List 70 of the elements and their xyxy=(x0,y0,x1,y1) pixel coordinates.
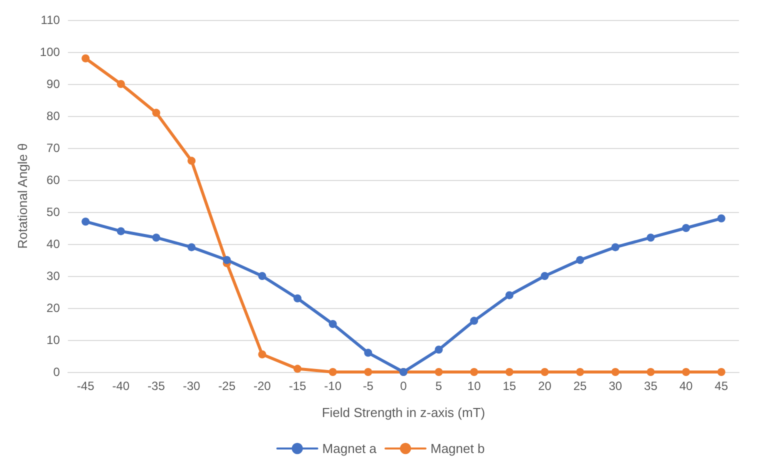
x-tick-label: 40 xyxy=(679,379,694,393)
point xyxy=(152,108,160,117)
point xyxy=(152,234,160,242)
x-axis-title: Field Strength in z-axis (mT) xyxy=(322,405,486,420)
point xyxy=(434,368,443,376)
x-tick-label: 30 xyxy=(608,379,622,393)
y-tick-label: 60 xyxy=(46,173,60,187)
legend-label: Magnet b xyxy=(430,441,485,456)
y-tick-label: 30 xyxy=(46,269,60,283)
y-tick-label: 50 xyxy=(46,205,60,219)
y-tick-label: 100 xyxy=(40,45,60,59)
point xyxy=(682,368,690,376)
y-tick-label: 80 xyxy=(46,109,60,123)
point xyxy=(82,54,90,62)
point xyxy=(258,272,266,280)
point xyxy=(540,272,549,280)
point xyxy=(611,368,620,376)
x-tick-label: -25 xyxy=(218,379,236,393)
point xyxy=(364,348,372,357)
point xyxy=(294,364,302,373)
y-tick-label: 90 xyxy=(46,77,60,91)
point xyxy=(646,368,655,376)
point xyxy=(188,156,196,165)
x-tick-label: 20 xyxy=(538,379,552,393)
x-tick-label: -15 xyxy=(288,379,306,393)
point xyxy=(364,368,372,376)
point xyxy=(222,256,231,264)
point xyxy=(611,243,620,252)
point xyxy=(646,234,655,242)
point xyxy=(328,320,337,328)
point xyxy=(682,224,690,232)
point xyxy=(328,368,337,376)
point xyxy=(540,368,549,376)
point xyxy=(470,316,478,325)
point xyxy=(434,346,443,354)
point xyxy=(470,368,478,376)
point xyxy=(258,350,266,358)
x-tick-label: -20 xyxy=(254,379,272,393)
x-tick-label: 5 xyxy=(435,379,442,393)
point xyxy=(576,368,584,376)
y-tick-label: 70 xyxy=(46,141,60,155)
point xyxy=(116,80,125,88)
x-tick-label: 10 xyxy=(467,379,482,393)
x-tick-label: 45 xyxy=(714,379,728,393)
y-tick-label: 20 xyxy=(46,301,60,315)
point xyxy=(116,227,125,236)
x-tick-label: 0 xyxy=(400,379,408,393)
x-tick-label: 15 xyxy=(502,379,516,393)
x-tick-label: -30 xyxy=(182,379,201,393)
y-axis-title: Rotational Angle θ xyxy=(15,143,30,249)
point xyxy=(82,218,90,226)
y-tick-label: 0 xyxy=(53,365,60,379)
y-tick-label: 110 xyxy=(40,13,60,27)
x-tick-label: 25 xyxy=(573,379,588,393)
x-tick-label: 35 xyxy=(644,379,658,393)
point xyxy=(188,243,196,252)
point xyxy=(294,294,302,302)
point xyxy=(717,214,726,222)
point xyxy=(717,368,726,376)
x-tick-label: -35 xyxy=(148,379,166,393)
legend-label: Magnet a xyxy=(322,441,378,456)
y-tick-label: 40 xyxy=(46,237,60,251)
y-tick-label: 10 xyxy=(46,333,60,347)
point xyxy=(505,368,514,376)
x-tick-label: -10 xyxy=(324,379,342,393)
x-tick-label: -45 xyxy=(76,379,95,393)
x-tick-label: -40 xyxy=(112,379,130,393)
x-tick-label: -5 xyxy=(362,379,374,393)
point xyxy=(505,291,514,300)
point xyxy=(576,256,584,264)
